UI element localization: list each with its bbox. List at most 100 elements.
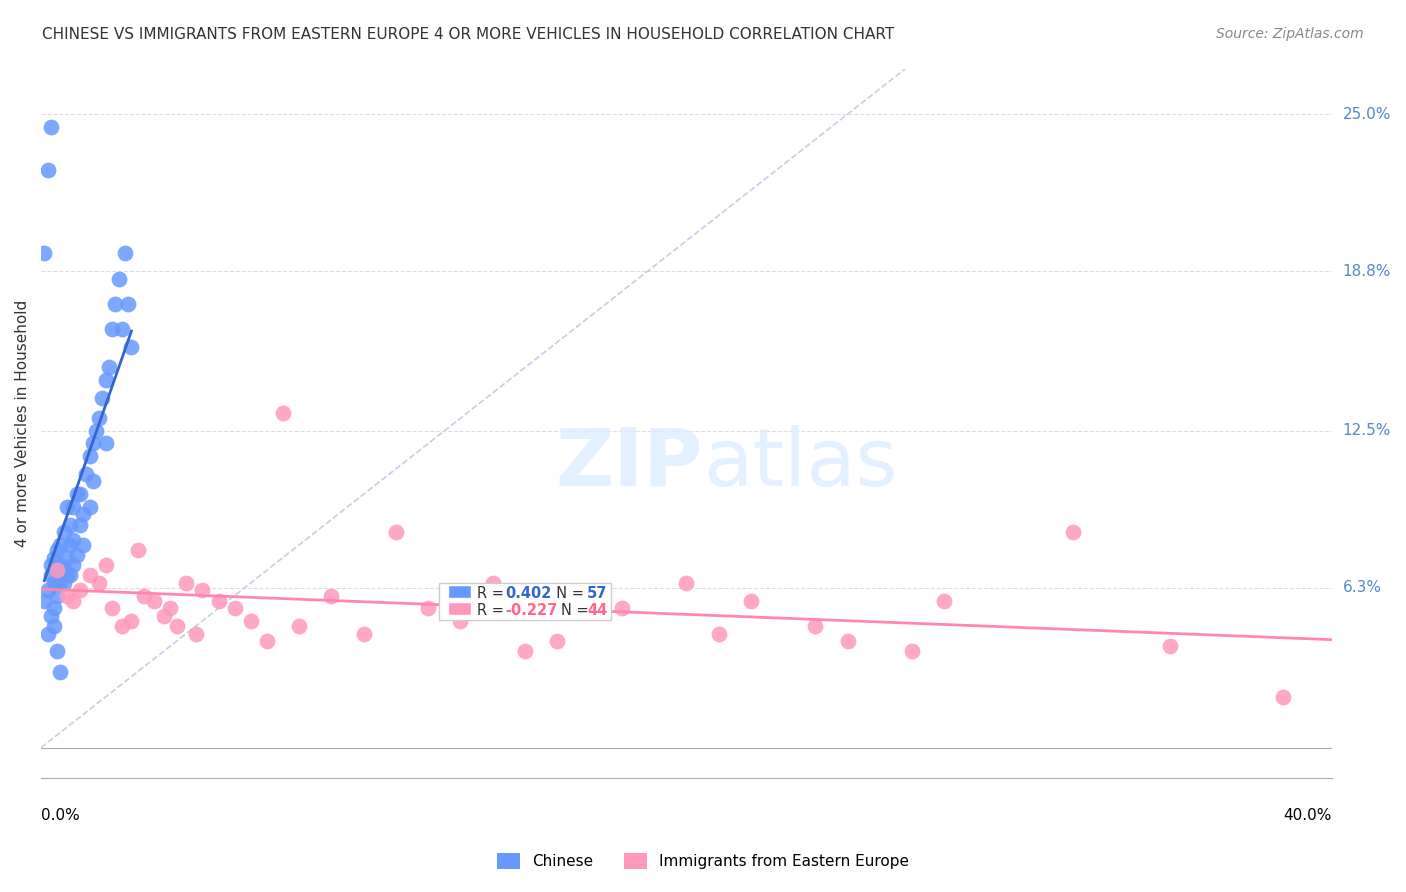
Text: 12.5%: 12.5% — [1343, 424, 1391, 438]
Point — [75, 467, 97, 481]
FancyBboxPatch shape — [439, 582, 612, 620]
Point — [34, 593, 56, 607]
Point — [72, 538, 94, 552]
Point — [1272, 690, 1295, 704]
Point — [134, 589, 156, 603]
Point — [152, 608, 174, 623]
Point — [69, 487, 91, 501]
Text: 6.3%: 6.3% — [1343, 581, 1382, 595]
Point — [59, 568, 82, 582]
Point — [184, 626, 207, 640]
Text: ZIP: ZIP — [555, 425, 703, 503]
Point — [117, 297, 139, 311]
Point — [42, 601, 65, 615]
Text: CHINESE VS IMMIGRANTS FROM EASTERN EUROPE 4 OR MORE VEHICLES IN HOUSEHOLD CORREL: CHINESE VS IMMIGRANTS FROM EASTERN EUROP… — [42, 27, 894, 42]
Point — [65, 487, 87, 501]
Point — [42, 550, 65, 565]
Point — [49, 575, 72, 590]
Text: -0.227: -0.227 — [506, 603, 558, 618]
Point — [62, 533, 84, 547]
Point — [62, 593, 84, 607]
Point — [353, 626, 375, 640]
Text: 0.402: 0.402 — [506, 586, 553, 601]
Point — [37, 162, 59, 177]
Point — [901, 644, 924, 658]
Point — [207, 593, 229, 607]
Point — [82, 475, 104, 489]
Point — [120, 614, 142, 628]
Point — [84, 424, 107, 438]
Point — [91, 391, 114, 405]
Text: R =: R = — [477, 603, 509, 618]
Point — [1062, 525, 1084, 540]
Point — [224, 601, 246, 615]
Point — [52, 575, 75, 590]
Point — [321, 589, 343, 603]
Point — [79, 500, 101, 514]
Point — [37, 583, 59, 598]
Point — [288, 619, 311, 633]
Point — [56, 550, 79, 565]
Point — [191, 583, 214, 598]
Point — [69, 517, 91, 532]
Point — [675, 575, 697, 590]
Point — [39, 558, 62, 573]
Point — [707, 626, 730, 640]
Point — [239, 614, 262, 628]
Point — [89, 575, 111, 590]
Point — [52, 563, 75, 577]
Point — [56, 500, 79, 514]
Point — [271, 406, 294, 420]
Point — [104, 297, 127, 311]
Point — [56, 589, 79, 603]
Point — [450, 614, 472, 628]
Point — [256, 634, 278, 648]
Text: 0.0%: 0.0% — [41, 808, 80, 823]
Point — [82, 436, 104, 450]
Point — [72, 508, 94, 522]
Point — [42, 619, 65, 633]
Point — [804, 619, 827, 633]
Point — [46, 563, 69, 577]
Point — [79, 568, 101, 582]
Point — [143, 593, 166, 607]
Point — [166, 619, 188, 633]
Point — [46, 542, 69, 557]
Point — [65, 548, 87, 562]
Point — [69, 583, 91, 598]
Point — [59, 538, 82, 552]
Text: Source: ZipAtlas.com: Source: ZipAtlas.com — [1216, 27, 1364, 41]
Point — [62, 558, 84, 573]
Point — [111, 619, 134, 633]
Point — [1159, 639, 1181, 653]
Point — [127, 542, 149, 557]
Point — [111, 322, 134, 336]
Point — [39, 608, 62, 623]
Point — [42, 575, 65, 590]
Point — [101, 601, 124, 615]
Text: N =: N = — [547, 586, 589, 601]
Text: N =: N = — [561, 603, 593, 618]
Point — [174, 575, 197, 590]
Point — [39, 120, 62, 134]
Point — [94, 373, 117, 387]
Point — [46, 589, 69, 603]
Point — [39, 568, 62, 582]
Legend: Chinese, Immigrants from Eastern Europe: Chinese, Immigrants from Eastern Europe — [491, 847, 915, 875]
Text: 44: 44 — [586, 603, 607, 618]
Y-axis label: 4 or more Vehicles in Household: 4 or more Vehicles in Household — [15, 300, 30, 547]
Point — [101, 322, 124, 336]
Point — [97, 360, 120, 375]
Point — [837, 634, 859, 648]
Point — [159, 601, 181, 615]
Point — [481, 575, 503, 590]
Point — [56, 568, 79, 582]
Point — [89, 411, 111, 425]
Point — [37, 626, 59, 640]
Point — [49, 538, 72, 552]
Point — [79, 449, 101, 463]
Text: 57: 57 — [586, 586, 607, 601]
FancyBboxPatch shape — [447, 585, 471, 598]
Point — [107, 272, 129, 286]
Point — [120, 340, 142, 354]
